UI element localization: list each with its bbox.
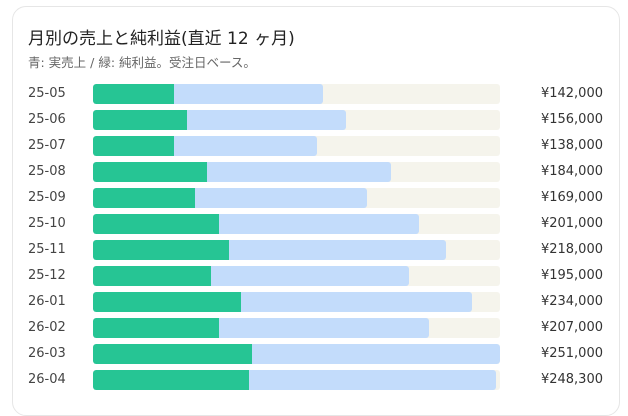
profit-bar: [93, 344, 252, 364]
bar-row: 25-11 ¥218,000: [13, 240, 619, 262]
bar-track: [93, 240, 500, 260]
profit-bar: [93, 318, 219, 338]
profit-bar: [93, 240, 229, 260]
revenue-value-label: ¥195,000: [540, 268, 603, 283]
revenue-value-label: ¥234,000: [540, 294, 603, 309]
bar-row: 26-03 ¥251,000: [13, 344, 619, 366]
bar-track: [93, 162, 500, 182]
month-label: 25-08: [28, 164, 66, 179]
month-label: 25-06: [28, 112, 66, 127]
profit-bar: [93, 292, 241, 312]
bar-track: [93, 136, 500, 156]
month-label: 25-10: [28, 216, 66, 231]
bar-track: [93, 84, 500, 104]
chart-title: 月別の売上と純利益(直近 12 ヶ月): [28, 29, 295, 49]
month-label: 26-04: [28, 372, 66, 387]
bar-track: [93, 344, 500, 364]
revenue-value-label: ¥156,000: [540, 112, 603, 127]
bar-row: 26-02 ¥207,000: [13, 318, 619, 340]
profit-bar: [93, 214, 219, 234]
month-label: 25-12: [28, 268, 66, 283]
profit-bar: [93, 188, 195, 208]
revenue-value-label: ¥184,000: [540, 164, 603, 179]
bar-track: [93, 266, 500, 286]
month-label: 25-05: [28, 86, 66, 101]
month-label: 25-11: [28, 242, 66, 257]
revenue-value-label: ¥207,000: [540, 320, 603, 335]
bar-row: 25-10 ¥201,000: [13, 214, 619, 236]
bar-track: [93, 110, 500, 130]
revenue-value-label: ¥251,000: [540, 346, 603, 361]
month-label: 26-03: [28, 346, 66, 361]
profit-bar: [93, 110, 187, 130]
profit-bar: [93, 136, 174, 156]
revenue-value-label: ¥138,000: [540, 138, 603, 153]
profit-bar: [93, 162, 207, 182]
month-label: 25-07: [28, 138, 66, 153]
bar-track: [93, 214, 500, 234]
bar-row: 25-05 ¥142,000: [13, 84, 619, 106]
bar-row: 25-07 ¥138,000: [13, 136, 619, 158]
profit-bar: [93, 266, 211, 286]
month-label: 25-09: [28, 190, 66, 205]
chart-subtitle: 青: 実売上 / 緑: 純利益。受注日ベース。: [28, 55, 256, 70]
bar-row: 25-06 ¥156,000: [13, 110, 619, 132]
revenue-value-label: ¥218,000: [540, 242, 603, 257]
bar-row: 26-04 ¥248,300: [13, 370, 619, 392]
revenue-value-label: ¥142,000: [540, 86, 603, 101]
bar-row: 25-08 ¥184,000: [13, 162, 619, 184]
bar-row: 25-09 ¥169,000: [13, 188, 619, 210]
profit-bar: [93, 370, 249, 390]
month-label: 26-02: [28, 320, 66, 335]
chart-card: 月別の売上と純利益(直近 12 ヶ月) 青: 実売上 / 緑: 純利益。受注日ベ…: [12, 6, 620, 416]
bar-track: [93, 370, 500, 390]
profit-bar: [93, 84, 174, 104]
bar-row: 25-12 ¥195,000: [13, 266, 619, 288]
revenue-value-label: ¥201,000: [540, 216, 603, 231]
revenue-value-label: ¥248,300: [540, 372, 603, 387]
bar-track: [93, 188, 500, 208]
bar-row: 26-01 ¥234,000: [13, 292, 619, 314]
bar-track: [93, 318, 500, 338]
revenue-value-label: ¥169,000: [540, 190, 603, 205]
month-label: 26-01: [28, 294, 66, 309]
bar-track: [93, 292, 500, 312]
